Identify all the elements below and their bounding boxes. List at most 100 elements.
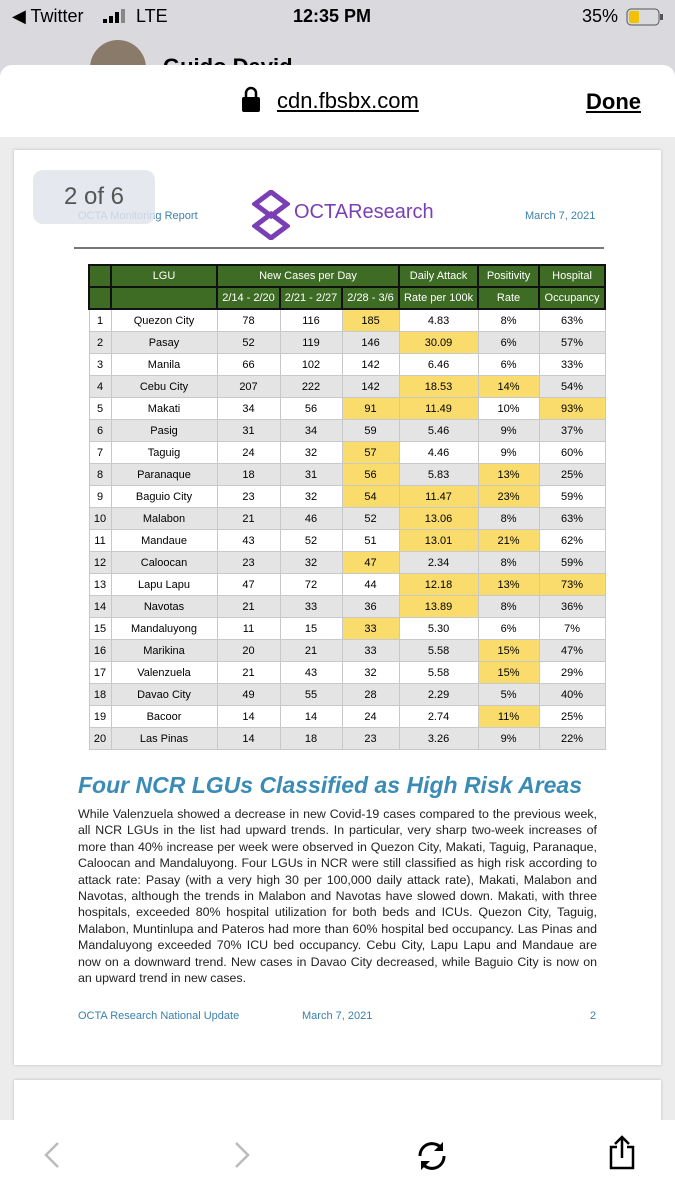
table-row: 5 Makati 34 56 91 11.49 10% 93% bbox=[88, 397, 606, 420]
table-row: 16 Marikina 20 21 33 5.58 15% 47% bbox=[88, 639, 606, 662]
table-cell: Makati bbox=[110, 397, 218, 420]
table-cell: 8% bbox=[477, 595, 540, 618]
table-cell: 8% bbox=[477, 308, 540, 332]
table-cell: Malabon bbox=[110, 507, 218, 530]
header-cell: Rate per 100k bbox=[398, 286, 480, 310]
table-cell: 2.74 bbox=[398, 705, 479, 728]
table-cell: Quezon City bbox=[110, 308, 218, 332]
header-cell: 2/21 - 2/27 bbox=[279, 286, 343, 310]
table-cell: 18 bbox=[216, 463, 281, 486]
table-cell: 52 bbox=[279, 529, 343, 552]
header-cell: Positivity bbox=[477, 264, 541, 288]
table-cell: 57 bbox=[341, 441, 400, 464]
table-cell: 17 bbox=[88, 661, 112, 684]
table-row: 4 Cebu City 207 222 142 18.53 14% 54% bbox=[88, 375, 606, 398]
table-cell: 32 bbox=[279, 485, 343, 508]
header-row: 2/14 - 2/20 2/21 - 2/27 2/28 - 3/6 Rate per… bbox=[88, 286, 607, 310]
table-row: 19 Bacoor 14 14 24 2.74 11% 25% bbox=[88, 705, 606, 728]
back-app[interactable]: ◀ Twitter bbox=[12, 6, 84, 26]
table-cell: Taguig bbox=[110, 441, 218, 464]
table-cell: 6% bbox=[477, 353, 540, 376]
table-cell: 11.47 bbox=[398, 485, 479, 508]
table-cell: 14 bbox=[88, 595, 112, 618]
table-cell: 31 bbox=[216, 419, 281, 442]
table-cell: 222 bbox=[279, 375, 343, 398]
table-cell: 5% bbox=[477, 683, 540, 706]
table-cell: 14 bbox=[216, 705, 281, 728]
table-cell: 142 bbox=[341, 353, 400, 376]
table-cell: Mandaluyong bbox=[110, 617, 218, 640]
header-cell: LGU bbox=[110, 264, 218, 288]
forward-button[interactable] bbox=[230, 1140, 254, 1170]
share-button[interactable] bbox=[607, 1134, 637, 1170]
data-table: LGU New Cases per Day Daily Attack Positivi… bbox=[88, 264, 607, 750]
table-cell: 9% bbox=[477, 727, 540, 750]
table-cell: 52 bbox=[341, 507, 400, 530]
lock-icon bbox=[242, 86, 260, 112]
table-cell: 6% bbox=[477, 617, 540, 640]
table-cell: 44 bbox=[341, 573, 400, 596]
table-cell: 33 bbox=[279, 595, 343, 618]
table-cell: 66 bbox=[216, 353, 281, 376]
table-cell: Mandaue bbox=[110, 529, 218, 552]
table-cell: 21 bbox=[216, 661, 281, 684]
table-cell: 8% bbox=[477, 507, 540, 530]
table-cell: Marikina bbox=[110, 639, 218, 662]
table-cell: 60% bbox=[538, 441, 606, 464]
table-cell: 8% bbox=[477, 551, 540, 574]
table-cell: 5.58 bbox=[398, 639, 479, 662]
table-cell: 11.49 bbox=[398, 397, 479, 420]
table-cell: 13 bbox=[88, 573, 112, 596]
table-cell: 18 bbox=[279, 727, 343, 750]
table-cell: 12 bbox=[88, 551, 112, 574]
done-button[interactable]: Done bbox=[586, 89, 641, 114]
table-cell: 12.18 bbox=[398, 573, 479, 596]
table-cell: Lapu Lapu bbox=[110, 573, 218, 596]
table-cell: 32 bbox=[279, 551, 343, 574]
table-row: 6 Pasig 31 34 59 5.46 9% 37% bbox=[88, 419, 606, 442]
header-cell: Daily Attack bbox=[398, 264, 480, 288]
table-cell: 36 bbox=[341, 595, 400, 618]
table-cell: 56 bbox=[279, 397, 343, 420]
table-cell: 62% bbox=[538, 529, 606, 552]
back-button[interactable] bbox=[40, 1140, 64, 1170]
table-cell: 13.01 bbox=[398, 529, 479, 552]
header-cell: Hospital bbox=[538, 264, 607, 288]
table-cell: 32 bbox=[279, 441, 343, 464]
reload-button[interactable] bbox=[415, 1140, 449, 1172]
table-cell: 33 bbox=[341, 617, 400, 640]
table-cell: 20 bbox=[88, 727, 112, 750]
next-page bbox=[14, 1080, 661, 1120]
table-cell: 59% bbox=[538, 485, 606, 508]
table-row: 15 Mandaluyong 11 15 33 5.30 6% 7% bbox=[88, 617, 606, 640]
table-cell: 43 bbox=[216, 529, 281, 552]
table-row: 11 Mandaue 43 52 51 13.01 21% 62% bbox=[88, 529, 606, 552]
table-cell: 16 bbox=[88, 639, 112, 662]
table-cell: 32 bbox=[341, 661, 400, 684]
table-cell: 43 bbox=[279, 661, 343, 684]
table-cell: 47% bbox=[538, 639, 606, 662]
table-cell: 22% bbox=[538, 727, 606, 750]
table-cell: Paranaque bbox=[110, 463, 218, 486]
table-cell: 13.89 bbox=[398, 595, 479, 618]
table-cell: Las Pinas bbox=[110, 727, 218, 750]
table-cell: 102 bbox=[279, 353, 343, 376]
table-cell: 46 bbox=[279, 507, 343, 530]
table-cell: 5.30 bbox=[398, 617, 479, 640]
table-cell: 5.46 bbox=[398, 419, 479, 442]
table-cell: 3.26 bbox=[398, 727, 479, 750]
table-cell: 6% bbox=[477, 331, 540, 354]
table-cell: 63% bbox=[538, 507, 606, 530]
table-row: 14 Navotas 21 33 36 13.89 8% 36% bbox=[88, 595, 606, 618]
table-cell: 21 bbox=[216, 595, 281, 618]
table-cell: 15% bbox=[477, 639, 540, 662]
table-cell: 72 bbox=[279, 573, 343, 596]
header-cell bbox=[88, 264, 112, 288]
table-cell: 5.58 bbox=[398, 661, 479, 684]
table-cell: 14% bbox=[477, 375, 540, 398]
url[interactable]: cdn.fbsbx.com bbox=[277, 88, 419, 113]
battery-level: 35% bbox=[582, 6, 619, 26]
table-cell: 11 bbox=[88, 529, 112, 552]
table-cell: 51 bbox=[341, 529, 400, 552]
